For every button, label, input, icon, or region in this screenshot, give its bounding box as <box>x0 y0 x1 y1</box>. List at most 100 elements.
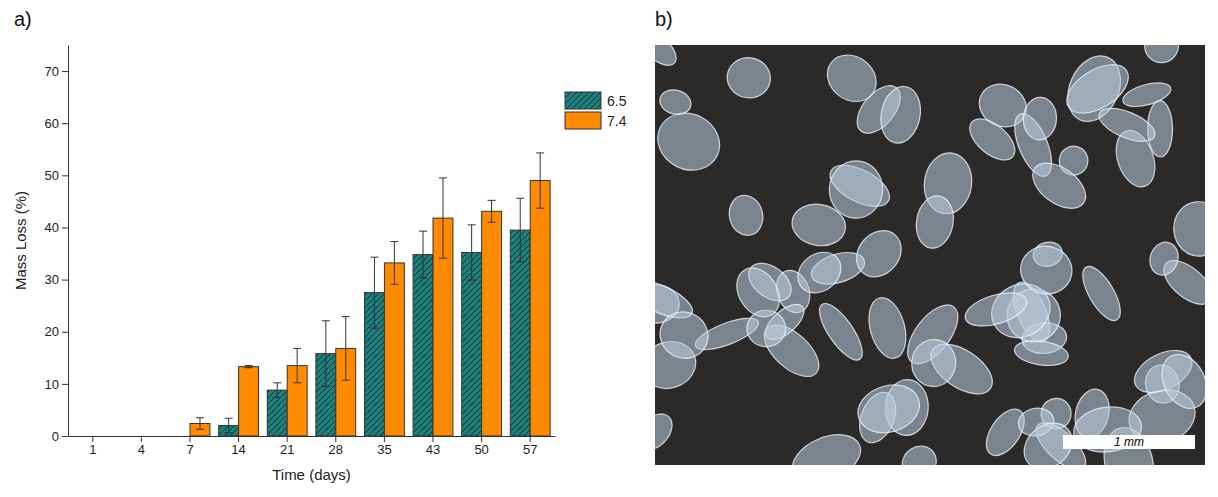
tick: 10 <box>45 377 68 392</box>
legend-item: 6.5 <box>565 92 627 109</box>
tick-label: 57 <box>523 442 537 457</box>
tick-mark <box>481 436 482 442</box>
particle <box>961 286 1030 332</box>
tick-mark <box>62 175 68 176</box>
tick-label: 7 <box>186 442 193 457</box>
tick: 28 <box>329 436 343 457</box>
axis-title: Time (days) <box>272 466 351 483</box>
figure: 01020304050607014714212835435057Time (da… <box>0 0 1218 497</box>
particle <box>812 298 870 367</box>
tick-label: 35 <box>377 442 391 457</box>
particle <box>828 160 884 220</box>
tick-label: 43 <box>426 442 440 457</box>
tick-mark <box>62 280 68 281</box>
tick-label: 10 <box>45 377 59 392</box>
tick-label: 70 <box>45 64 59 79</box>
legend: 6.57.4 <box>565 92 627 129</box>
tick-label: 1 <box>89 442 96 457</box>
particle <box>785 425 868 465</box>
tick-label: 28 <box>329 442 343 457</box>
tick-mark <box>238 436 239 442</box>
tick-label: 20 <box>45 324 59 339</box>
tick-mark <box>384 436 385 442</box>
error-bars <box>196 153 544 429</box>
tick: 50 <box>45 168 68 183</box>
error-bar <box>293 348 301 382</box>
legend-label: 7.4 <box>607 113 627 129</box>
error-bar <box>516 198 524 262</box>
plot-area <box>190 153 550 436</box>
panel-label: b) <box>655 8 673 30</box>
particle <box>852 378 925 440</box>
photo <box>655 45 1205 465</box>
particle <box>1153 347 1205 416</box>
tick: 4 <box>138 436 145 457</box>
bar <box>413 255 433 436</box>
photo-background <box>655 45 1205 465</box>
bar <box>141 436 161 437</box>
tick-label: 40 <box>45 220 59 235</box>
particle <box>724 54 774 101</box>
error-bar <box>225 418 233 433</box>
error-bar <box>390 242 398 285</box>
legend-swatch <box>565 112 601 129</box>
bar <box>121 436 141 437</box>
particle <box>1146 238 1183 278</box>
error-bar <box>342 317 350 381</box>
particle <box>910 338 958 388</box>
error-bars <box>225 198 525 433</box>
bar <box>73 436 93 437</box>
particle <box>725 192 767 239</box>
tick: 21 <box>280 436 294 457</box>
tick-mark <box>62 384 68 385</box>
bar <box>239 367 259 436</box>
scale-bar <box>1063 435 1195 449</box>
particle <box>1172 200 1205 258</box>
tick: 0 <box>52 429 68 444</box>
axis-line <box>68 46 69 437</box>
tick-mark <box>335 436 336 442</box>
legend-item: 7.4 <box>565 112 627 129</box>
tick-mark <box>62 123 68 124</box>
particle <box>876 83 925 147</box>
particle <box>896 440 942 465</box>
error-bar <box>468 225 476 280</box>
tick-mark <box>141 436 142 442</box>
bar <box>170 436 190 437</box>
tick: 35 <box>377 436 391 457</box>
particle <box>655 407 679 456</box>
particle <box>847 222 910 286</box>
tick: 43 <box>426 436 440 457</box>
x-axis: 14714212835435057 <box>69 436 556 457</box>
particle <box>1095 102 1160 148</box>
particle <box>912 193 957 251</box>
tick: 1 <box>89 436 96 457</box>
tick-mark <box>62 436 68 437</box>
tick-mark <box>189 436 190 442</box>
particle <box>1022 96 1057 140</box>
tick-label: 30 <box>45 272 59 287</box>
particle <box>1143 45 1179 64</box>
tick-label: 50 <box>45 168 59 183</box>
tick: 60 <box>45 116 68 131</box>
tick-mark <box>62 71 68 72</box>
tick-mark <box>62 332 68 333</box>
particle <box>962 111 1022 168</box>
error-bar <box>273 383 281 398</box>
particle <box>818 45 885 111</box>
tick: 50 <box>474 436 488 457</box>
particle <box>655 103 730 181</box>
tick: 57 <box>523 436 537 457</box>
panel-label: a) <box>14 8 32 30</box>
tick-mark <box>287 436 288 442</box>
tick: 7 <box>186 436 193 457</box>
particle <box>1016 242 1076 299</box>
particle <box>1025 154 1094 218</box>
tick-label: 50 <box>474 442 488 457</box>
tick-label: 14 <box>231 442 245 457</box>
error-bar <box>196 418 204 429</box>
tick-label: 21 <box>280 442 294 457</box>
tick-mark <box>62 227 68 228</box>
particle <box>655 45 682 72</box>
tick: 40 <box>45 220 68 235</box>
